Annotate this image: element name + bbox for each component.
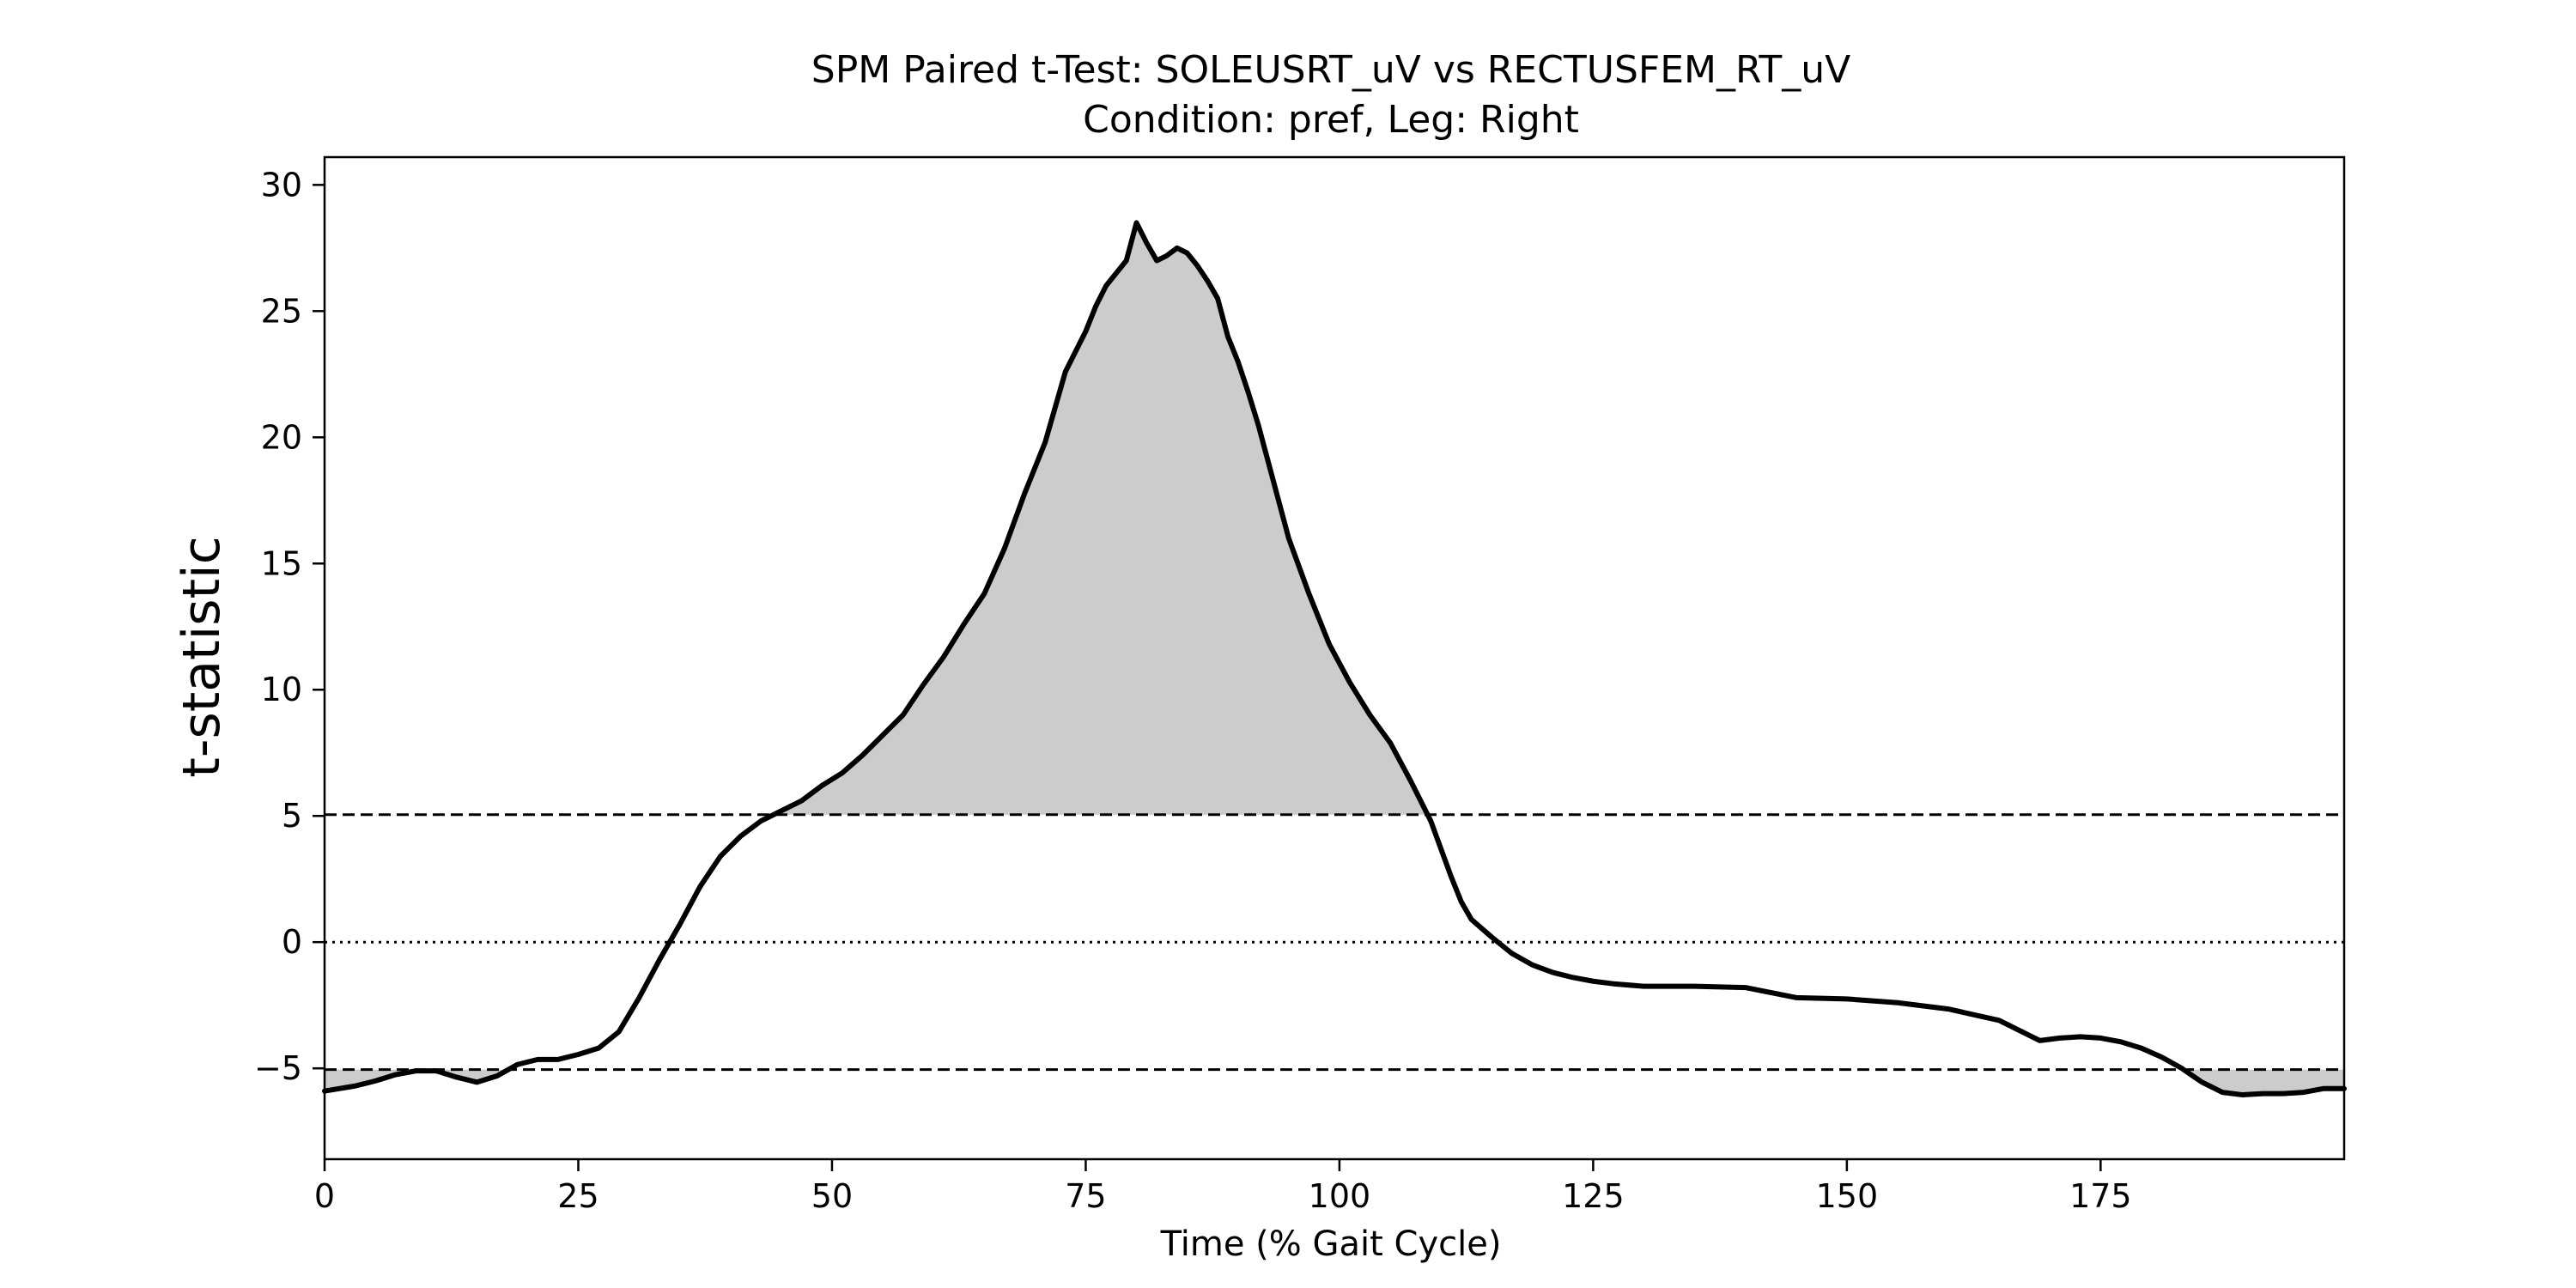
axes-frame	[323, 155, 2346, 1161]
y-tick-label: 25	[261, 292, 302, 330]
x-tick-label: 175	[2069, 1177, 2132, 1215]
y-tick-label: 20	[261, 418, 302, 456]
x-tick-label: 75	[1065, 1177, 1106, 1215]
y-tick-label: 5	[282, 797, 302, 835]
chart-subtitle: Condition: pref, Leg: Right	[1083, 98, 1579, 142]
x-tick-label: 0	[314, 1177, 335, 1215]
x-tick-label: 125	[1562, 1177, 1625, 1215]
y-axis-label: t-statistic	[172, 536, 232, 777]
y-tick-label: −5	[254, 1049, 302, 1087]
y-tick-label: 0	[282, 923, 302, 961]
x-tick-label: 50	[811, 1177, 853, 1215]
series-line	[322, 220, 2347, 1098]
x-tick-label: 150	[1816, 1177, 1879, 1215]
y-tick-label: 30	[261, 166, 302, 204]
x-axis-label: Time (% Gait Cycle)	[1160, 1224, 1502, 1264]
x-tick-label: 25	[557, 1177, 598, 1215]
y-tick-label: 15	[261, 544, 302, 582]
chart-title: SPM Paired t-Test: SOLEUSRT_uV vs RECTUS…	[811, 48, 1850, 92]
y-tick-label: 10	[261, 671, 302, 708]
x-tick-label: 100	[1309, 1177, 1371, 1215]
